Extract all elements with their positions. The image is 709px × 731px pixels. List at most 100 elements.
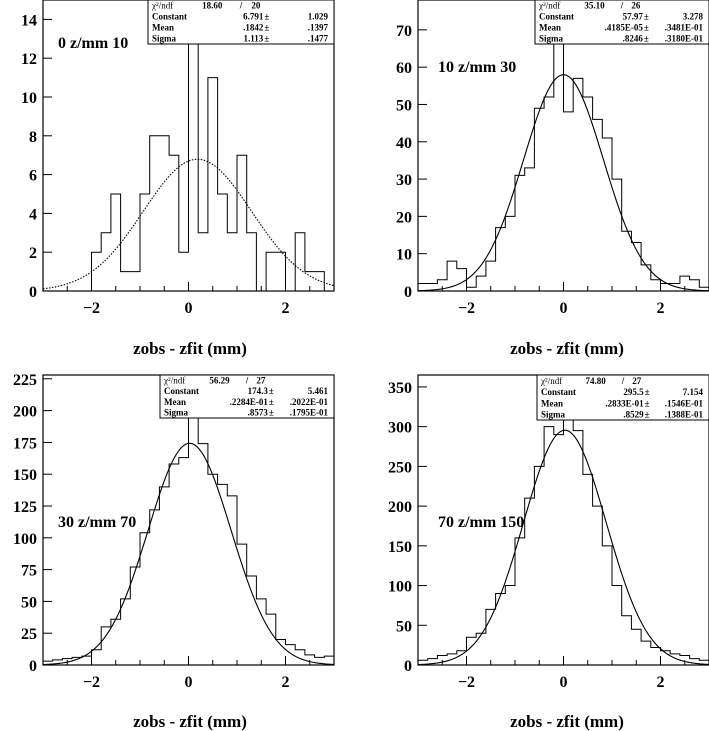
y-tick-label: 50 [396, 97, 412, 114]
stats-box-frame [159, 374, 335, 419]
histogram-bin [583, 97, 593, 291]
histogram-bin [247, 233, 257, 291]
histogram-bin [266, 614, 276, 665]
histogram-bin [218, 484, 228, 665]
stat-error: 1.029 [308, 12, 329, 22]
chi2-value: 56.29 [209, 375, 230, 385]
histogram-bin [602, 546, 612, 665]
stat-label: Mean [539, 23, 561, 33]
y-tick-label: 6 [29, 168, 37, 185]
histogram-series [43, 18, 334, 292]
x-tick-label: 2 [657, 300, 665, 317]
ndf-value: 26 [631, 1, 641, 11]
stat-error: 7.154 [683, 387, 704, 397]
y-tick-label: 125 [13, 499, 37, 516]
stat-error: 3.278 [683, 12, 704, 22]
histogram-bin [218, 194, 228, 291]
y-tick-label: 0 [404, 284, 412, 301]
stat-plusminus: ± [264, 34, 269, 44]
chi2-label: χ²/ndf [540, 376, 562, 386]
panel-range-label: 70 z/mm 150 [438, 514, 524, 531]
ndf-value: 27 [632, 376, 642, 386]
stat-plusminus: ± [645, 398, 650, 408]
panel-3: −2 0 2 0 25 50 75 100 125 150 175 200 225 zobs - zfit… [13, 372, 335, 731]
histogram-bin [593, 506, 603, 665]
histogram-bin [583, 474, 593, 665]
stat-plusminus: ± [644, 34, 649, 44]
stat-value: .1842 [243, 23, 264, 33]
stat-label: Mean [164, 397, 186, 407]
histogram-bin [467, 637, 477, 665]
histogram-bin [169, 464, 179, 665]
stat-plusminus: ± [645, 410, 650, 420]
y-tick-label: 2 [29, 245, 37, 262]
stat-plusminus: ± [264, 23, 269, 33]
histogram-bin [189, 19, 199, 291]
x-tick-label: 0 [560, 300, 568, 317]
histogram-bin [150, 510, 160, 665]
y-tick-label: 25 [21, 626, 37, 643]
histogram-bin [247, 576, 257, 665]
y-tick-label: 350 [388, 380, 412, 397]
histogram-bin [227, 233, 237, 291]
panel-range-label: 0 z/mm 10 [58, 35, 128, 52]
y-tick-label: 150 [388, 539, 412, 556]
histogram-bin [641, 641, 651, 665]
stat-plusminus: ± [269, 386, 274, 396]
stat-plusminus: ± [264, 12, 269, 22]
y-tick-label: 40 [396, 135, 412, 152]
stat-label: Constant [152, 12, 187, 22]
chi2-label: χ²/ndf [163, 375, 185, 385]
histogram-bin [208, 474, 218, 665]
histogram-bin [476, 633, 486, 665]
histogram-bin [612, 179, 622, 291]
stat-value: 295.5 [623, 387, 644, 397]
histogram-bin [121, 272, 131, 291]
y-tick-label: 8 [29, 129, 37, 146]
histogram-bin [159, 487, 169, 665]
histogram-bin [554, 435, 564, 665]
chi2-value: 35.10 [584, 1, 605, 11]
histogram-bin [622, 616, 632, 665]
stat-value: 174.3 [248, 386, 269, 396]
stat-label: Constant [539, 12, 574, 22]
histogram-bin [159, 136, 169, 291]
gaussian-fit-curve [42, 442, 335, 666]
y-tick-label: 250 [388, 459, 412, 476]
histogram-bin [315, 272, 325, 291]
stat-label: Sigma [539, 34, 564, 44]
stat-error: .3180E-01 [665, 34, 704, 44]
stat-label: Constant [164, 386, 199, 396]
x-tick-label: 0 [185, 300, 193, 317]
chi2-value: 18.60 [202, 1, 223, 11]
histogram-bin [467, 287, 477, 291]
stats-box-frame [147, 0, 335, 45]
stat-label: Sigma [164, 408, 189, 418]
stat-error: .1795E-01 [290, 408, 329, 418]
histogram-bin [505, 216, 515, 291]
stat-value: .8246 [623, 34, 644, 44]
chi2-slash: / [245, 375, 249, 385]
histogram-bin [237, 544, 247, 665]
histogram-bin [92, 252, 102, 291]
histogram-bin [564, 383, 574, 665]
stat-label: Mean [541, 398, 563, 408]
y-tick-label: 70 [396, 23, 412, 40]
x-tick-label: −2 [83, 300, 100, 317]
chi2-label: χ²/ndf [538, 1, 560, 11]
stat-label: Sigma [541, 410, 566, 420]
histogram-bin [92, 650, 102, 665]
stat-error: .1477 [308, 34, 329, 44]
histogram-series [42, 403, 335, 665]
histogram-bin [101, 627, 111, 665]
y-tick-label: 50 [21, 594, 37, 611]
x-tick-label: −2 [458, 300, 475, 317]
y-tick-label: 30 [396, 172, 412, 189]
stat-plusminus: ± [644, 23, 649, 33]
histogram-bin [198, 444, 208, 665]
histogram-bin [651, 280, 661, 291]
